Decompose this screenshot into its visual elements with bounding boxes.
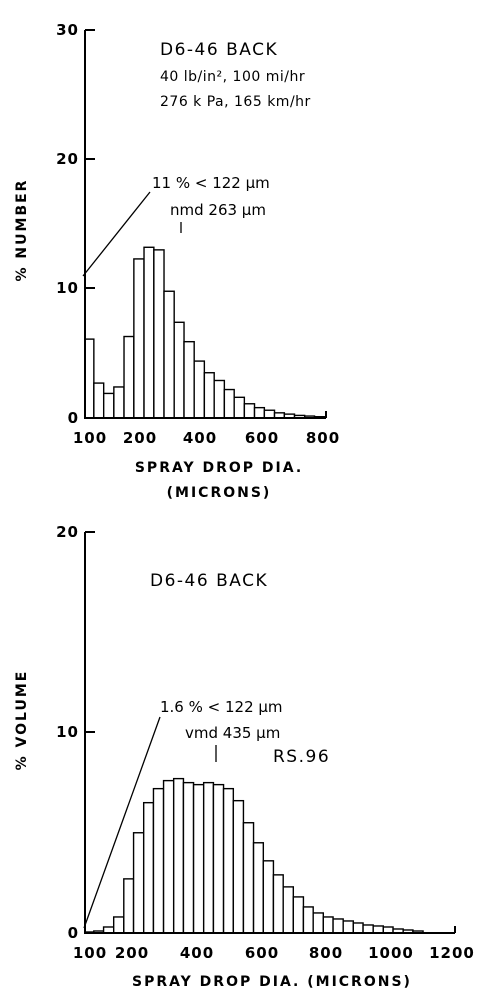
c2-bar — [123, 878, 135, 934]
c2-bar — [302, 906, 314, 934]
c1-axes — [84, 30, 326, 419]
c2-bar — [332, 918, 344, 934]
c1-bar — [183, 340, 195, 419]
c1-ytick-label: 10 — [56, 279, 79, 297]
c1-xlabel-line1: SPRAY DROP DIA. — [135, 460, 303, 476]
c2-bar — [172, 777, 185, 934]
c2-bar — [312, 912, 325, 934]
c2-bar — [152, 787, 165, 934]
c2-bar — [292, 896, 305, 934]
c2-xtick-label: 800 — [309, 944, 343, 962]
c2-pct-below-annotation: 1.6 % < 122 μm — [160, 698, 283, 716]
c1-bar — [84, 338, 95, 419]
c2-bar — [212, 783, 225, 934]
c2-bar — [182, 781, 195, 934]
c2-xtick-label: 400 — [180, 944, 214, 962]
c1-xtick-label: 800 — [306, 429, 340, 447]
c2-bar — [202, 781, 215, 934]
c2-xtick-label: 200 — [115, 944, 149, 962]
c2-ylabel: % VOLUME — [14, 670, 30, 771]
c2-bar — [262, 860, 275, 934]
c1-pct-below-annotation: 11 % < 122 μm — [152, 174, 270, 192]
c1-ytick-label: 30 — [56, 21, 79, 39]
c1-bar — [93, 382, 105, 419]
c2-bar — [132, 832, 145, 934]
c1-xtick-label: 600 — [245, 429, 279, 447]
c1-bar — [123, 335, 135, 419]
c1-subtitle-line2: 276 k Pa, 165 km/hr — [160, 94, 311, 110]
c2-bar — [322, 916, 334, 934]
c2-xlabel: SPRAY DROP DIA. (MICRONS) — [132, 974, 412, 990]
c1-bar — [263, 409, 276, 419]
c2-bars — [84, 777, 424, 934]
c1-xtick-label: 100 — [73, 429, 107, 447]
chart-volume: 20 10 0 100 200 400 600 800 1000 1200 SP… — [14, 523, 475, 990]
c2-bar — [192, 783, 205, 934]
c2-bar — [352, 922, 364, 934]
c1-subtitle-line1: 40 lb/in², 100 mi/hr — [160, 69, 305, 85]
c2-bar — [222, 787, 235, 934]
c2-bar — [342, 920, 355, 934]
c1-ytick-label: 20 — [56, 150, 79, 168]
c1-bar — [113, 386, 125, 419]
c2-bar — [112, 916, 125, 934]
c1-bar — [193, 360, 206, 419]
c2-ytick-label: 20 — [56, 523, 79, 541]
c1-xtick-label: 400 — [183, 429, 217, 447]
c1-bars — [84, 246, 326, 419]
c1-bar — [203, 372, 215, 419]
c2-xtick-label: 100 — [73, 944, 107, 962]
c2-xtick-label: 600 — [245, 944, 279, 962]
c1-bar — [163, 290, 175, 419]
c2-ytick-label: 0 — [68, 924, 79, 942]
c2-pct-below-leader — [83, 716, 161, 929]
c1-xtick-label: 200 — [123, 429, 157, 447]
c1-xlabel-line2: (MICRONS) — [167, 485, 272, 501]
c2-axes — [84, 532, 455, 934]
c2-code-annotation: RS.96 — [273, 747, 330, 767]
c2-bar — [282, 886, 295, 934]
c1-bar — [213, 379, 226, 419]
c2-bar — [162, 779, 175, 934]
c1-bar — [223, 388, 235, 419]
c1-ytick-label: 0 — [68, 409, 79, 427]
c1-ylabel: % NUMBER — [14, 179, 30, 282]
c1-bar — [143, 246, 155, 419]
c1-bar — [133, 258, 145, 419]
c1-median-annotation: nmd 263 μm — [170, 201, 266, 219]
c2-bar — [142, 801, 155, 934]
c1-bar — [243, 403, 256, 419]
c2-bar — [252, 842, 265, 934]
c2-bar — [272, 874, 284, 934]
c1-bar — [102, 392, 115, 419]
c2-ytick-label: 10 — [56, 723, 79, 741]
c1-title: D6-46 BACK — [160, 40, 278, 60]
c2-xtick-label: 1000 — [368, 944, 414, 962]
c1-bar — [153, 249, 165, 419]
c2-bar — [372, 925, 384, 934]
c1-bar — [233, 396, 246, 419]
c2-title: D6-46 BACK — [150, 571, 268, 591]
c2-xtick-label: 1200 — [429, 944, 475, 962]
c2-bar — [362, 924, 374, 934]
c1-pct-below-leader — [82, 191, 151, 277]
chart-number: 30 20 10 0 100 200 400 600 800 SPRAY DRO… — [14, 21, 340, 501]
c2-median-annotation: vmd 435 μm — [185, 724, 280, 742]
c1-bar — [253, 406, 266, 419]
c2-bar — [232, 799, 245, 934]
c2-bar — [242, 822, 255, 934]
c1-bar — [173, 321, 185, 419]
